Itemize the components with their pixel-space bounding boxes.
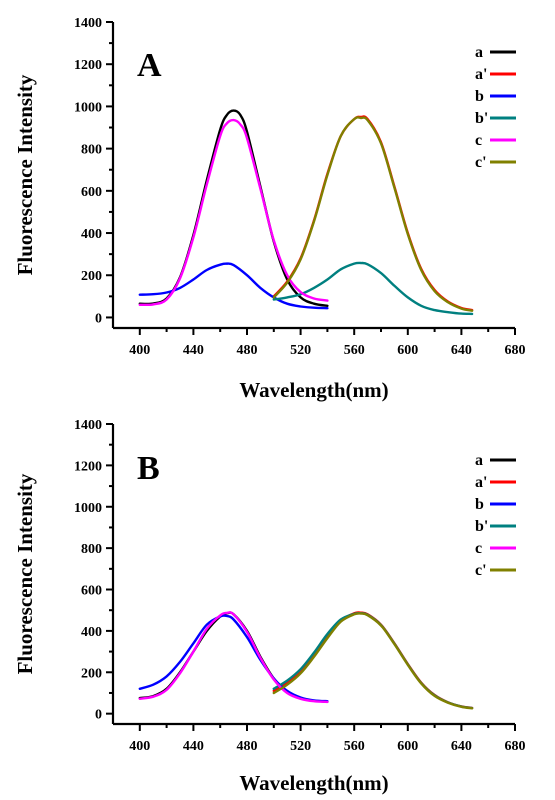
series-line-b: [138, 262, 329, 310]
series-line-bprime: [272, 611, 474, 710]
y-tick-label: 200: [81, 269, 102, 284]
y-tick-label: 0: [95, 311, 102, 326]
y-tick-label: 1200: [74, 459, 102, 474]
x-tick-label: 600: [397, 343, 418, 358]
y-axis-title: Fluorescence Intensity: [13, 473, 37, 674]
series-line-b: [138, 614, 329, 703]
series-line-aprime: [272, 115, 474, 312]
y-tick-label: 800: [81, 542, 102, 557]
chart-panel-A: 400 440 480 520 560 600 640 680 0 200 400 600 800 100…: [13, 16, 526, 402]
x-tick-label: 600: [397, 739, 418, 754]
legend-label: c: [475, 132, 482, 149]
legend-label: b': [475, 110, 488, 127]
legend-label: c: [475, 540, 482, 557]
x-tick-label: 560: [344, 343, 365, 358]
x-tick-label: 400: [129, 343, 150, 358]
chart-panel-B: 400 440 480 520 560 600 640 680 0 200 400 600 800 100…: [13, 418, 526, 795]
y-tick-label: 1400: [74, 418, 102, 433]
y-tick-label: 1000: [74, 501, 102, 516]
y-tick-label: 400: [81, 625, 102, 640]
legend-label: c': [475, 154, 487, 171]
x-tick-label: 640: [451, 343, 472, 358]
legend-label: a: [475, 44, 483, 61]
x-tick-label: 640: [451, 739, 472, 754]
panel-label: B: [137, 450, 160, 487]
legend-label: a': [475, 474, 487, 491]
y-tick-label: 1000: [74, 100, 102, 115]
legend-label: a': [475, 66, 487, 83]
x-tick-label: 680: [505, 343, 526, 358]
x-axis-title: Wavelength(nm): [239, 771, 388, 795]
legend-label: b: [475, 88, 484, 105]
y-tick-label: 1200: [74, 58, 102, 73]
legend-label: b: [475, 496, 484, 513]
y-tick-label: 600: [81, 185, 102, 200]
x-tick-label: 440: [183, 343, 204, 358]
legend-label: a: [475, 452, 483, 469]
y-tick-label: 800: [81, 143, 102, 158]
series-line-bprime: [272, 261, 474, 316]
y-tick-label: 0: [95, 708, 102, 723]
x-axis-title: Wavelength(nm): [239, 378, 388, 402]
panel-label: A: [137, 47, 162, 84]
y-tick-label: 600: [81, 584, 102, 599]
x-tick-label: 440: [183, 739, 204, 754]
x-tick-label: 520: [290, 343, 311, 358]
y-tick-label: 1400: [74, 16, 102, 31]
series-line-c: [138, 118, 329, 307]
series-line-aprime: [272, 611, 474, 710]
legend-label: c': [475, 562, 487, 579]
y-tick-label: 400: [81, 227, 102, 242]
series-line-cprime: [272, 612, 474, 710]
series-line-cprime: [272, 116, 474, 312]
y-axis-title: Fluorescence Intensity: [13, 74, 37, 275]
x-tick-label: 480: [237, 739, 258, 754]
x-tick-label: 560: [344, 739, 365, 754]
x-tick-label: 480: [237, 343, 258, 358]
series-line-a: [138, 109, 329, 307]
x-tick-label: 680: [505, 739, 526, 754]
legend-label: b': [475, 518, 488, 535]
y-tick-label: 200: [81, 666, 102, 681]
x-tick-label: 400: [129, 739, 150, 754]
x-tick-label: 520: [290, 739, 311, 754]
series-line-c: [138, 611, 329, 704]
